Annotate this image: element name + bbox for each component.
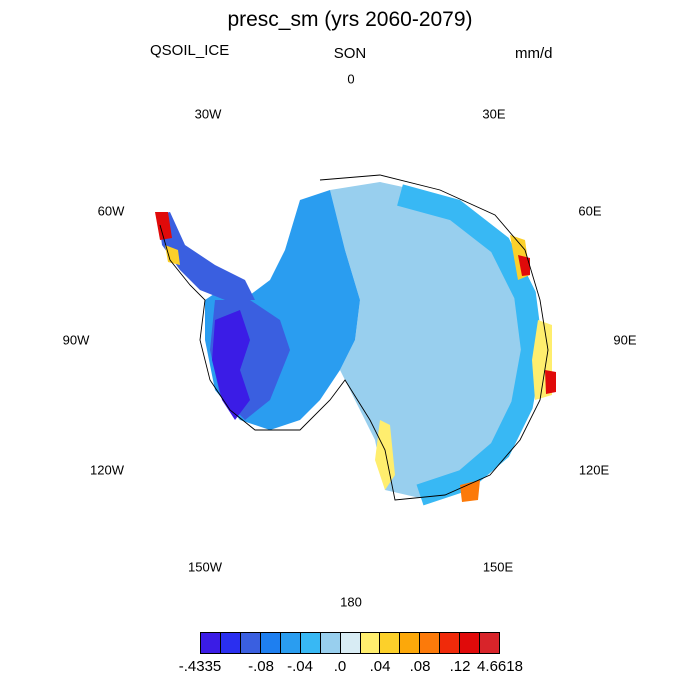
- colorbar-swatch: [460, 632, 481, 654]
- colorbar-label: 4.6618: [477, 658, 523, 675]
- lon-label-150e: 150E: [482, 559, 514, 575]
- colorbar-label: .04: [369, 658, 391, 675]
- lon-label-150w: 150W: [188, 559, 222, 575]
- lon-label-60e: 60E: [578, 203, 602, 219]
- colorbar-swatch: [200, 632, 221, 654]
- peninsula-positive-2: [165, 245, 180, 265]
- plot-title: presc_sm (yrs 2060-2079): [227, 8, 473, 31]
- wilkes-positive: [460, 480, 480, 502]
- colorbar-label: -.08: [248, 658, 274, 675]
- east-coastal-ring: [397, 184, 544, 506]
- lon-label-60w: 60W: [97, 203, 125, 219]
- colorbar-swatch: [260, 632, 281, 654]
- lon-label-30w: 30W: [194, 106, 222, 122]
- variable-name: QSOIL_ICE: [150, 42, 230, 59]
- west-strong-negative-patch: [212, 310, 250, 420]
- colorbar-label: .08: [409, 658, 431, 675]
- lon-label-120e: 120E: [578, 462, 610, 478]
- east-antarctica-interior: [330, 182, 535, 498]
- east-coast-positive-2: [518, 255, 530, 276]
- colorbar-swatch: [320, 632, 341, 654]
- colorbar-label: -.4335: [178, 658, 222, 675]
- ross-positive: [375, 420, 395, 490]
- colorbar-swatch: [280, 632, 301, 654]
- colorbar-label: -.04: [287, 658, 313, 675]
- lon-label-180: 180: [340, 594, 362, 610]
- antarctic-peninsula: [158, 212, 255, 300]
- colorbar-swatch: [420, 632, 441, 654]
- colorbar-label: .12: [449, 658, 471, 675]
- colorbar-swatch: [340, 632, 361, 654]
- coastline: [159, 174, 549, 501]
- colorbar-swatch: [300, 632, 321, 654]
- colorbar-swatch: [400, 632, 421, 654]
- lon-label-0: 0: [347, 71, 355, 87]
- lon-label-90w: 90W: [62, 332, 90, 348]
- colorbar: [200, 632, 501, 654]
- season-label: SON: [333, 45, 367, 62]
- lon-label-120w: 120W: [90, 462, 124, 478]
- colorbar-swatch: [380, 632, 401, 654]
- units-label: mm/d: [515, 45, 553, 62]
- colorbar-label: .0: [333, 658, 347, 675]
- peninsula-positive: [155, 212, 172, 240]
- colorbar-swatch: [440, 632, 461, 654]
- lon-label-90e: 90E: [613, 332, 637, 348]
- lon-label-30e: 30E: [482, 106, 506, 122]
- colorbar-swatch: [480, 632, 501, 654]
- colorbar-swatch: [360, 632, 381, 654]
- colorbar-swatch: [240, 632, 261, 654]
- colorbar-swatch: [220, 632, 241, 654]
- east-coast-positive-4: [545, 370, 556, 394]
